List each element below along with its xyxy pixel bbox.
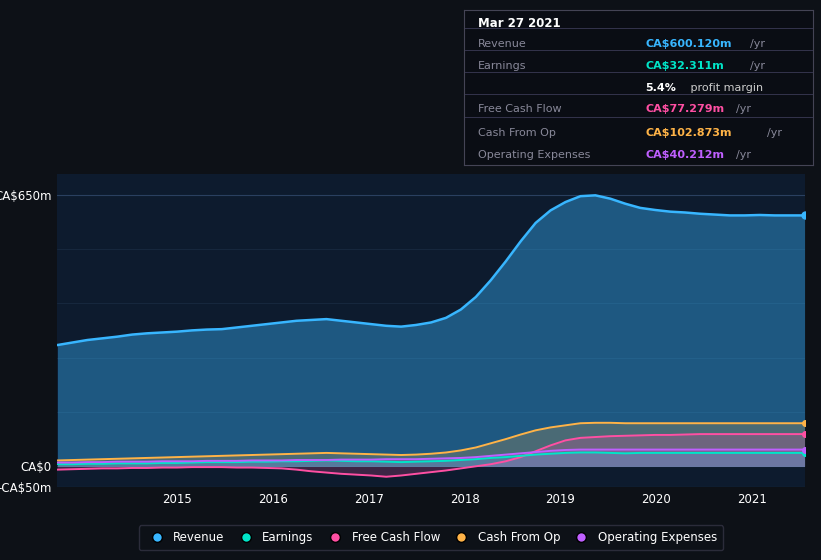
Text: Mar 27 2021: Mar 27 2021: [478, 17, 561, 30]
Text: CA$77.279m: CA$77.279m: [645, 105, 724, 114]
Text: Earnings: Earnings: [478, 61, 526, 71]
Text: /yr: /yr: [736, 150, 751, 160]
Text: CA$102.873m: CA$102.873m: [645, 128, 732, 138]
Text: CA$600.120m: CA$600.120m: [645, 39, 732, 49]
Text: Free Cash Flow: Free Cash Flow: [478, 105, 562, 114]
Text: CA$40.212m: CA$40.212m: [645, 150, 724, 160]
Text: /yr: /yr: [736, 105, 751, 114]
Text: /yr: /yr: [768, 128, 782, 138]
Text: /yr: /yr: [750, 61, 765, 71]
Text: Revenue: Revenue: [478, 39, 526, 49]
Text: Cash From Op: Cash From Op: [478, 128, 556, 138]
Text: 5.4%: 5.4%: [645, 83, 677, 93]
Text: Operating Expenses: Operating Expenses: [478, 150, 590, 160]
Text: CA$32.311m: CA$32.311m: [645, 61, 724, 71]
Text: /yr: /yr: [750, 39, 765, 49]
Text: profit margin: profit margin: [687, 83, 764, 93]
Legend: Revenue, Earnings, Free Cash Flow, Cash From Op, Operating Expenses: Revenue, Earnings, Free Cash Flow, Cash …: [139, 525, 723, 550]
